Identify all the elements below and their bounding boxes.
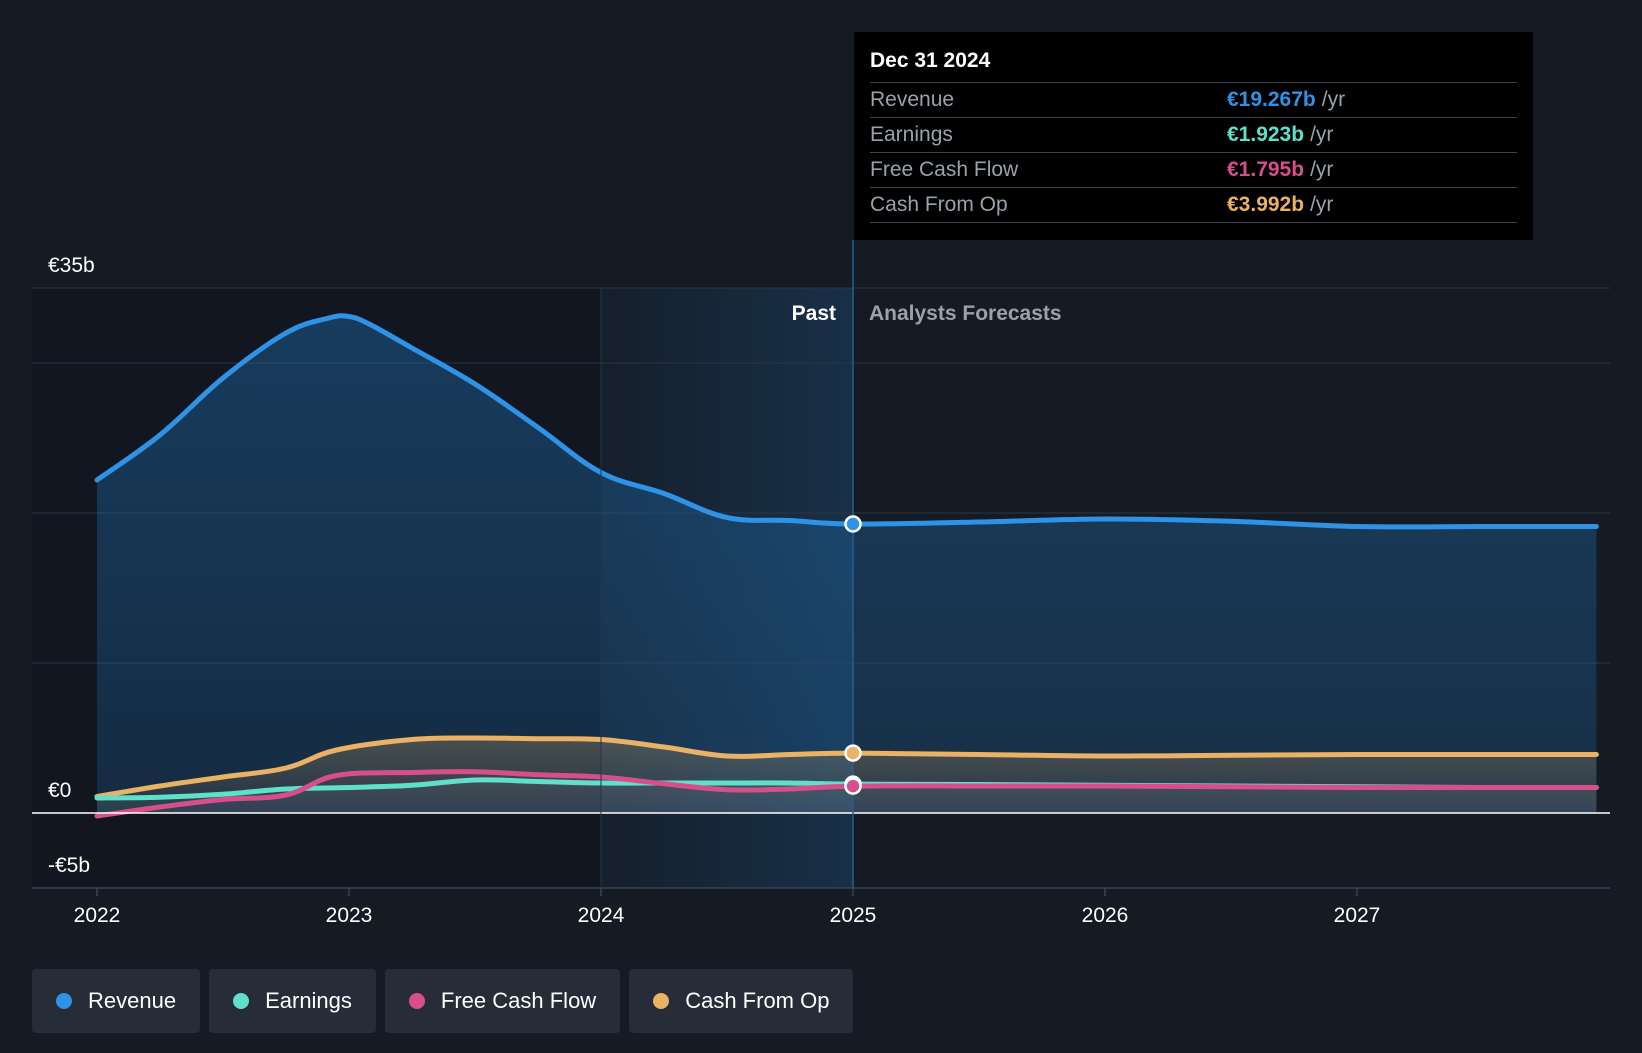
legend-label: Cash From Op [685, 988, 830, 1013]
tooltip-unit: /yr [1310, 158, 1334, 181]
tooltip-row-revenue: Revenue €19.267b /yr [870, 83, 1517, 118]
free-cash-flow-line [94, 769, 1599, 819]
x-tick-label: 2027 [1334, 904, 1381, 927]
tooltip: Dec 31 2024 Revenue €19.267b /yr Earning… [854, 32, 1533, 240]
forecast-label: Analysts Forecasts [869, 302, 1062, 325]
y-tick-label: €35b [48, 254, 95, 277]
y-tick-label: -€5b [48, 854, 90, 877]
legend-label: Free Cash Flow [440, 988, 597, 1013]
legend-label: Earnings [265, 988, 352, 1013]
free-cash-flow-marker [844, 777, 862, 795]
tooltip-value: €1.923b [1227, 123, 1305, 146]
cash-from-op-marker [844, 744, 862, 762]
tooltip-value: €3.992b [1227, 193, 1305, 216]
x-tick-label: 2026 [1082, 904, 1129, 927]
legend-item-cash-from-op[interactable]: Cash From Op [629, 969, 854, 1033]
tooltip-unit: /yr [1310, 193, 1334, 216]
earnings-dot-icon [233, 993, 250, 1009]
free-cash-flow-dot-icon [408, 993, 425, 1009]
x-tick-label: 2022 [74, 904, 121, 927]
tooltip-row-earnings: Earnings €1.923b /yr [870, 118, 1517, 153]
tooltip-value: €1.795b [1227, 158, 1305, 181]
tooltip-unit: /yr [1321, 88, 1346, 111]
x-tick-label: 2025 [830, 904, 877, 927]
cash-from-op-line [94, 735, 1599, 799]
legend-item-earnings[interactable]: Earnings [209, 969, 376, 1033]
tooltip-unit: /yr [1310, 123, 1334, 146]
tooltip-row-cash-from-op: Cash From Op €3.992b /yr [870, 188, 1517, 223]
cash-from-op-dot-icon [653, 993, 670, 1009]
past-label: Past [792, 302, 836, 325]
revenue-line [94, 313, 1599, 530]
legend-item-free-cash-flow[interactable]: Free Cash Flow [384, 969, 621, 1033]
legend-label: Revenue [88, 988, 177, 1013]
tooltip-label: Earnings [870, 123, 953, 146]
revenue-dot-icon [56, 993, 72, 1009]
tooltip-date: Dec 31 2024 [870, 46, 1517, 83]
tooltip-label: Cash From Op [870, 193, 1008, 216]
revenue-marker [844, 515, 862, 533]
x-tick-label: 2023 [326, 904, 373, 927]
x-tick-label: 2024 [578, 904, 625, 927]
legend-item-revenue[interactable]: Revenue [32, 969, 201, 1033]
revenue-area [97, 315, 1597, 813]
tooltip-label: Revenue [870, 88, 955, 111]
y-tick-label: €0 [48, 779, 71, 802]
tooltip-label: Free Cash Flow [870, 158, 1019, 181]
legend: Revenue Earnings Free Cash Flow Cash Fro… [32, 969, 854, 1033]
tooltip-value: €19.267b [1227, 88, 1316, 111]
tooltip-row-free-cash-flow: Free Cash Flow €1.795b /yr [870, 153, 1517, 188]
